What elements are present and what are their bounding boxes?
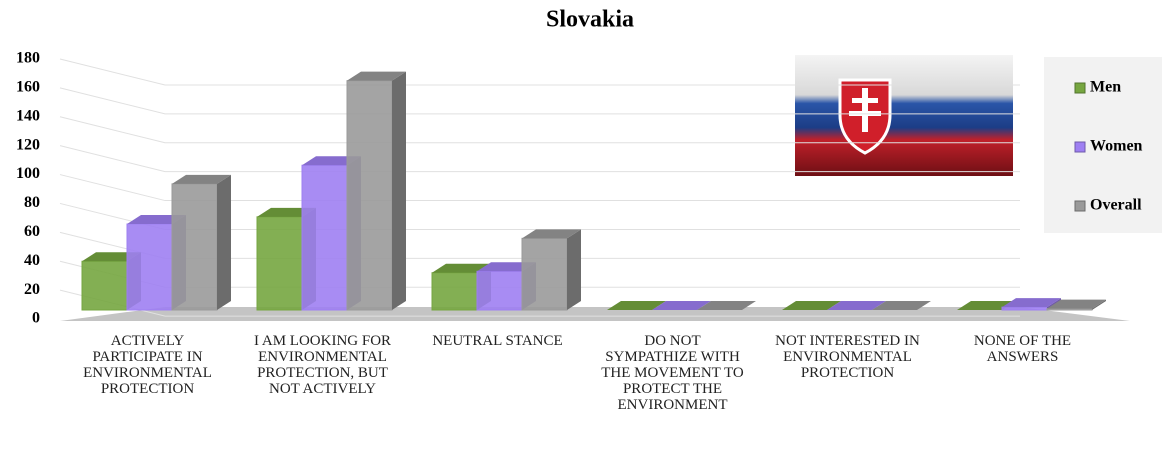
y-tick-label: 80	[24, 194, 40, 211]
legend-swatch	[1074, 200, 1086, 212]
bar	[171, 183, 218, 311]
bar-top	[477, 262, 536, 272]
bar-top	[172, 174, 231, 184]
bar-top	[782, 301, 841, 310]
bar-top	[652, 301, 711, 310]
grid-line	[59, 174, 1020, 202]
bar-top	[127, 215, 186, 224]
x-tick-label: ACTIVELY PARTICIPATE IN ENVIRONMENTAL PR…	[83, 333, 212, 397]
bar	[256, 216, 303, 311]
bar-top	[347, 71, 406, 81]
bar-top	[957, 301, 1016, 310]
y-tick-label: 140	[16, 107, 40, 124]
bar-top	[872, 301, 931, 310]
bar-top	[697, 301, 756, 310]
bar-side	[392, 71, 406, 311]
bar	[346, 80, 393, 311]
bar	[476, 270, 523, 311]
bar-top	[1047, 299, 1106, 309]
grid-line	[59, 145, 1020, 173]
bar-side	[567, 229, 581, 310]
y-tick-label: 0	[32, 310, 40, 327]
bar-top	[302, 156, 361, 166]
x-tick-label: DO NOT SYMPATHIZE WITH THE MOVEMENT TO P…	[601, 333, 744, 413]
x-tick-label: NEUTRAL STANCE	[432, 333, 563, 349]
x-tick-label: NOT INTERESTED IN ENVIRONMENTAL PROTECTI…	[775, 333, 920, 381]
grid-line	[59, 116, 1020, 144]
x-tick-label: I AM LOOKING FOR ENVIRONMENTAL PROTECTIO…	[253, 333, 392, 397]
x-tick-label: NONE OF THE ANSWERS	[973, 333, 1072, 365]
bar-top	[82, 252, 141, 262]
bar	[431, 272, 478, 311]
bar-top	[607, 301, 666, 310]
bar-top	[1002, 298, 1061, 308]
legend-swatch	[1074, 82, 1086, 94]
y-tick-label: 160	[16, 79, 40, 96]
grid-line	[59, 87, 1020, 115]
bar	[301, 164, 348, 311]
y-tick-label: 180	[16, 50, 40, 67]
bar	[521, 237, 568, 311]
bar-top	[432, 263, 491, 273]
legend-label: Men	[1090, 79, 1121, 96]
chart-title: Slovakia	[546, 7, 634, 33]
y-tick-label: 40	[24, 252, 40, 269]
bar	[81, 260, 128, 311]
bar-top	[827, 301, 886, 310]
legend-swatch	[1074, 141, 1086, 153]
grid-line	[59, 58, 1020, 86]
legend-label: Women	[1090, 138, 1143, 155]
y-tick-label: 100	[16, 165, 40, 182]
bar	[126, 223, 173, 311]
bar	[1046, 308, 1093, 311]
legend-box	[1044, 57, 1162, 233]
flag	[795, 55, 1013, 176]
bar	[1001, 306, 1048, 311]
y-tick-label: 20	[24, 281, 40, 298]
y-tick-label: 120	[16, 136, 40, 153]
legend-label: Overall	[1090, 197, 1142, 214]
y-tick-label: 60	[24, 223, 40, 240]
bar-side	[217, 174, 231, 310]
bar-top	[522, 229, 581, 239]
bar-top	[257, 207, 316, 217]
bar-side	[1092, 299, 1106, 310]
